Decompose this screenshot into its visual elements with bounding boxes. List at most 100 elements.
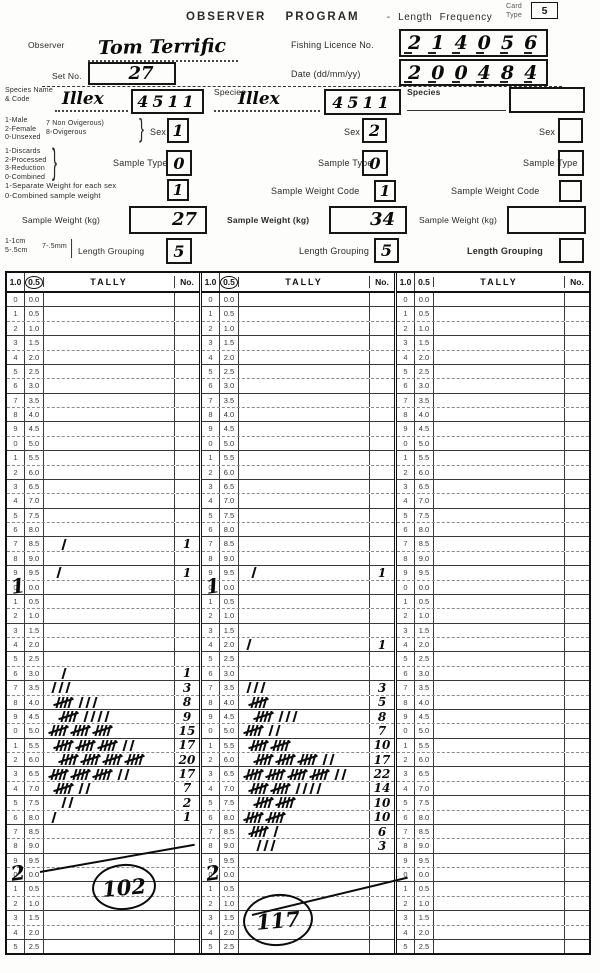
- table-row: 8 9.0: [397, 551, 589, 567]
- sample-weight-label-1: Sample Weight (kg): [22, 215, 101, 225]
- length-grouping-box-3: [559, 238, 584, 263]
- length-tens-cell: 1: [13, 740, 18, 750]
- tally-cell: [433, 393, 564, 407]
- tally-cell: [43, 494, 174, 508]
- count-cell: 1: [174, 810, 199, 824]
- table-row: 9 4.5: [397, 422, 589, 437]
- tally-group-5: [297, 754, 318, 766]
- table-row: 5 2.5: [397, 364, 589, 380]
- tally-mark: [262, 840, 269, 852]
- tally-cell: [43, 580, 174, 594]
- tally-group-5: [92, 725, 113, 737]
- tally-cell: [43, 695, 174, 709]
- weight-code-label-2: Sample Weight Code: [271, 186, 360, 196]
- table-row: 7 3.5: [202, 393, 394, 408]
- sex-label-2: Sex: [344, 127, 361, 137]
- tally-cell: [43, 882, 174, 896]
- tally-mark: [294, 782, 301, 794]
- table-row: 6 8.0: [397, 810, 589, 825]
- tally-cell: [238, 767, 369, 781]
- tally-cell: [238, 925, 369, 939]
- tally-cell: [433, 465, 564, 479]
- length-half-cell: 1.5: [414, 911, 433, 925]
- tally-cell: [43, 623, 174, 637]
- tally-cell: [43, 681, 174, 695]
- tally-mark: [255, 840, 262, 852]
- count-cell: [369, 523, 394, 537]
- table-row: 6 3.0 1: [7, 666, 199, 682]
- table-row: 8 9.0: [7, 839, 199, 854]
- count-cell: [369, 451, 394, 465]
- tally-mark: [250, 567, 257, 579]
- table-row: 9 9.5 1: [7, 566, 199, 581]
- length-tens-cell: 2: [13, 898, 18, 908]
- table-row: 0 5.0: [397, 436, 589, 452]
- length-tens-cell: 5: [208, 366, 213, 376]
- length-tens-cell: 6: [403, 381, 408, 391]
- col-no: No.: [564, 276, 589, 288]
- length-tens-cell: 3: [208, 625, 213, 635]
- total-value-2: 117: [255, 905, 301, 935]
- sample-type-legend: 1-Discards 2-Processed 3-Reduction 0-Com…: [5, 148, 47, 181]
- length-half-cell: 0.0: [219, 580, 238, 594]
- species-underline-2: [214, 110, 320, 112]
- table-row: 1 0.5: [397, 882, 589, 897]
- tally-cell: [43, 379, 174, 393]
- table-row: 4 2.0: [397, 350, 589, 365]
- count-cell: [174, 853, 199, 867]
- tally-mark: [91, 696, 98, 708]
- sex-value-2: 2: [368, 121, 381, 140]
- count-cell: [369, 652, 394, 666]
- tally-cell: [433, 350, 564, 364]
- length-half-cell: 2.0: [219, 925, 238, 939]
- count-cell: 1: [369, 566, 394, 580]
- length-half-cell: 2.5: [24, 364, 43, 379]
- tally-mark: [50, 682, 57, 694]
- length-tens-cell: 6: [403, 668, 408, 678]
- species-code-box-1: 4511: [131, 89, 204, 114]
- tally-cell: [238, 681, 369, 695]
- tally-cell: [238, 364, 369, 379]
- length-tens-cell: 3: [13, 481, 18, 491]
- tally-cell: [238, 293, 369, 307]
- tally-cell: [238, 824, 369, 839]
- count-cell: [174, 609, 199, 623]
- tally-cell: [43, 609, 174, 623]
- sample-type-label-1: Sample Type: [113, 158, 168, 168]
- length-tens-cell: 0: [13, 726, 18, 736]
- table-row: 5 2.5: [202, 364, 394, 380]
- length-half-cell: 1.5: [219, 911, 238, 925]
- count-cell: [174, 465, 199, 479]
- tally-group-5: [270, 739, 291, 751]
- count-cell: [564, 882, 589, 896]
- length-tens-cell: 5: [208, 941, 213, 951]
- table-row: 4 2.0: [202, 925, 394, 940]
- tally-mark: [328, 754, 335, 766]
- count-cell: [564, 566, 589, 580]
- table-row: 8 4.0: [202, 408, 394, 423]
- tally-cell: [433, 508, 564, 522]
- tally-cell: [433, 566, 564, 580]
- tally-cell: [43, 408, 174, 422]
- length-tens-cell: 7: [208, 395, 213, 405]
- table-row: 1 0.5: [397, 594, 589, 610]
- length-tens-cell: 2: [403, 755, 408, 764]
- table-row: 1 5.5: [202, 451, 394, 466]
- col-no: No.: [174, 276, 199, 288]
- length-half-cell: 6.0: [414, 465, 433, 479]
- length-half-cell: 4.5: [24, 709, 43, 724]
- tally-cell: [433, 666, 564, 681]
- length-half-cell: 6.0: [24, 465, 43, 479]
- length-tens-cell: 1: [13, 884, 18, 894]
- table-row: 1 5.5 17: [7, 738, 199, 753]
- length-grouping-label-3: Length Grouping: [467, 246, 543, 256]
- length-tens-cell: 9: [403, 424, 408, 434]
- length-half-cell: 1.0: [24, 609, 43, 623]
- table-row: 7 8.5 1: [7, 537, 199, 552]
- tally-cell: [433, 911, 564, 925]
- tally-mark: [340, 768, 347, 780]
- length-tens-cell: 4: [13, 783, 18, 793]
- length-tens-cell: 1: [403, 740, 408, 750]
- length-grouping-box-1: 5: [166, 238, 192, 264]
- tally-group-5: [248, 696, 269, 708]
